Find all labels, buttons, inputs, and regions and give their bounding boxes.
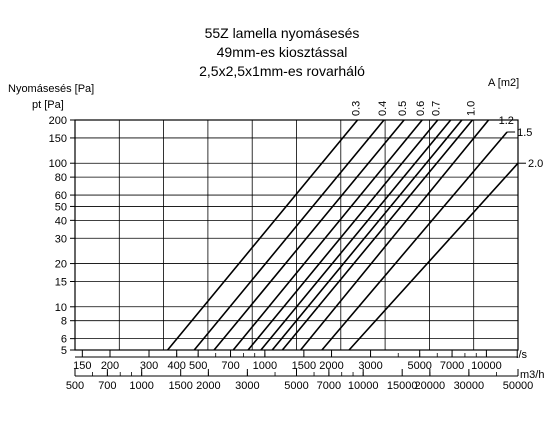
y-tick-label: 60 [55, 190, 67, 202]
x-tick-label-m3h: 20000 [415, 380, 446, 392]
series-line-2-0 [348, 162, 519, 351]
x-tick-label-ls: 400 [168, 360, 186, 372]
chart-title-line-3: 2,5x2,5x1mm-es rovarháló [199, 63, 365, 79]
x-tick-label-m3h: 7000 [317, 380, 341, 392]
series-label-0-7: 0.7 [431, 101, 443, 116]
series-label-1-2: 1.2 [499, 115, 514, 127]
x-tick-label-ls: 1000 [253, 360, 277, 372]
series-label-0-4: 0.4 [377, 101, 389, 116]
y-tick-label: 50 [55, 201, 67, 213]
x-tick-label-ls: 7000 [440, 360, 464, 372]
y-tick-label: 8 [61, 316, 67, 328]
x-tick-label-m3h: 700 [98, 380, 116, 392]
y-tick-label: 100 [49, 158, 67, 170]
series-line-1-0 [281, 119, 474, 351]
x-tick-label-m3h: 2000 [196, 380, 220, 392]
y-tick-label: 80 [55, 172, 67, 184]
grid [74, 119, 519, 351]
plot-frame [74, 119, 519, 351]
top-label-group: 0.4 [377, 101, 389, 116]
series-line-0-7 [247, 119, 439, 351]
series-line-1-5 [321, 131, 508, 351]
top-label-group: 1.0 [465, 101, 477, 116]
y-axis-sublabel: pt [Pa] [32, 99, 64, 111]
x-tick-label-m3h: 1000 [129, 380, 153, 392]
chart-title-line-1: 55Z lamella nyomásesés [205, 25, 360, 41]
y-tick-label: 150 [49, 133, 67, 145]
x-tick-label-m3h: 3000 [235, 380, 259, 392]
x-tick-label-m3h: 30000 [454, 380, 485, 392]
series-label-1-5: 1.5 [517, 127, 532, 139]
series-label-0-5: 0.5 [397, 101, 409, 116]
x-tick-label-m3h: 1500 [168, 380, 192, 392]
y-tick-label: 40 [55, 215, 67, 227]
x-tick-label-ls: 700 [221, 360, 239, 372]
y-axis-label: Nyomásesés [Pa] [8, 83, 94, 95]
y-tick-label: 20 [55, 259, 67, 271]
x-tick-label-ls: 5000 [407, 360, 431, 372]
y-tick-label: 10 [55, 302, 67, 314]
x-tick-label-ls: 10000 [471, 360, 502, 372]
series-line-0-3 [167, 119, 359, 351]
series-label-2-0: 2.0 [528, 158, 543, 170]
series-line-0-5 [213, 119, 405, 351]
x-tick-label-m3h: 10000 [348, 380, 379, 392]
y-tick-label: 5 [61, 345, 67, 357]
x-tick-label-ls: 3000 [358, 360, 382, 372]
top-label-group: 0.6 [415, 101, 427, 116]
x-tick-label-m3h: 50000 [503, 380, 534, 392]
x-axis-ls: 150 200 300 400 500 700 1000 1500 2000 3000 5000 70… [73, 350, 518, 372]
series-label-0-3: 0.3 [351, 101, 363, 116]
series-label-1-0: 1.0 [465, 101, 477, 116]
series-line-0-4 [193, 119, 385, 351]
x-tick-label-ls: 200 [101, 360, 119, 372]
top-label-group: 0.5 [397, 101, 409, 116]
series-line-0-9 [271, 119, 463, 351]
y-tick-label: 15 [55, 277, 67, 289]
y-tick-label: 200 [49, 115, 67, 127]
top-label-group: 0.7 [431, 101, 443, 116]
area-legend-label: A [m2] [488, 77, 519, 89]
x-tick-label-ls: 1500 [292, 360, 316, 372]
x-tick-label-m3h: 15000 [387, 380, 418, 392]
series-line-0-6 [232, 119, 423, 351]
x-tick-label-ls: 2000 [319, 360, 343, 372]
x-axis-m3h: 500 700 1000 1500 2000 3000 5000 7000 10000 15000… [66, 369, 533, 392]
x-unit-ls: l/s [516, 349, 528, 361]
x-tick-label-ls: 150 [73, 360, 91, 372]
series-line-0-8 [260, 119, 452, 351]
x-tick-label-ls: 500 [189, 360, 207, 372]
series-labels: 0.3 0.4 0.5 0.6 0.7 1.0 1.21.5 2.0 [351, 101, 544, 171]
series-line-1-2 [299, 119, 490, 351]
y-tick-label: 6 [61, 334, 67, 346]
x-tick-label-ls: 300 [140, 360, 158, 372]
y-tick-label: 30 [55, 233, 67, 245]
x-tick-label-m3h: 500 [66, 380, 84, 392]
series-label-0-6: 0.6 [415, 101, 427, 116]
top-label-group: 0.3 [351, 101, 363, 116]
x-tick-label-m3h: 5000 [284, 380, 308, 392]
series-lines [167, 119, 519, 351]
x-unit-m3h: m3/h [520, 369, 544, 381]
chart-title-line-2: 49mm-es kiosztással [217, 44, 348, 60]
